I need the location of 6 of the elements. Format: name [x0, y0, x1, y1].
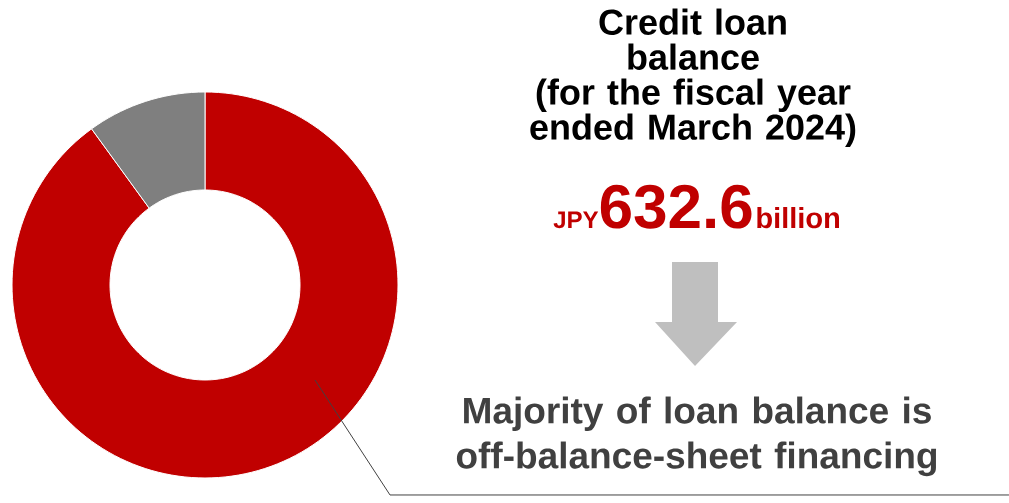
text: (for the fiscal year ended March 2024) [530, 78, 856, 148]
text: 632.6 [600, 184, 752, 229]
text: billion [757, 206, 840, 229]
text: Majority of loan balance is off-balance-sheet financing [456, 396, 937, 477]
text: Credit loan balance [599, 8, 786, 70]
text: JPY [553, 211, 599, 229]
